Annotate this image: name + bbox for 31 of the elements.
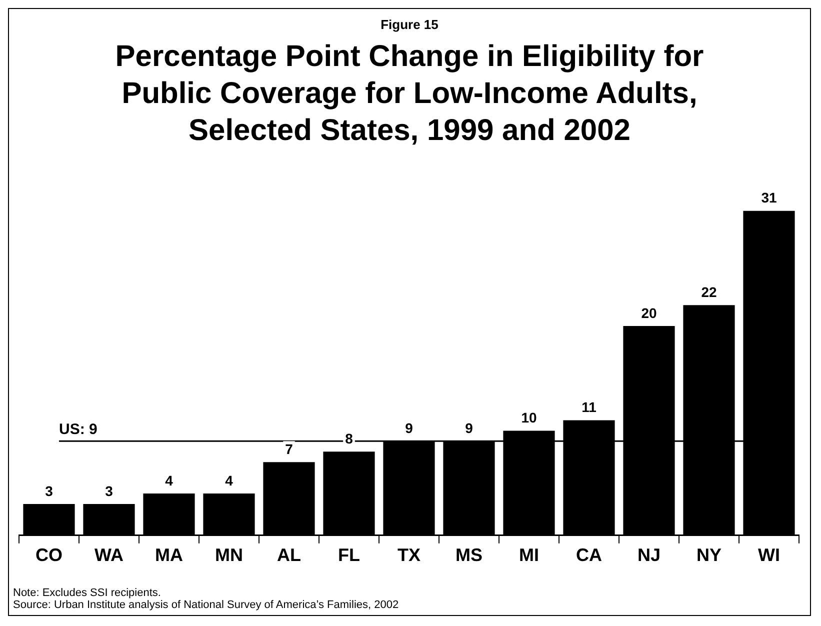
x-tick-label: WI [758,545,780,566]
ref-line-label: US: 9 [59,420,98,438]
x-tick-label: CA [576,545,602,566]
x-tick-label: NJ [637,545,661,566]
chart-subtitle: Figure 15 [380,17,440,32]
x-tick-label: FL [338,545,360,566]
source-note: Source: Urban Institute analysis of National Survey of America’s Families, 2002 [13,599,399,611]
x-tick-label: MA [155,545,183,566]
x-tick-label: CO [36,545,62,566]
data-label: 7 [285,440,294,457]
data-label: 20 [641,304,657,321]
data-label: 3 [105,482,114,499]
data-label: 3 [45,482,54,499]
x-tick-label: TX [397,545,421,566]
data-label: 9 [405,420,414,436]
x-tick-label: AL [277,545,301,566]
data-label: 10 [521,410,537,426]
data-label: 9 [465,420,474,436]
x-tick-label: WA [94,545,124,566]
text: Note: Excludes SSI recipients. [13,587,162,599]
data-label: 4 [165,472,174,488]
x-tick-label: MS [456,545,482,566]
data-label: 11 [582,399,597,416]
data-label: 8 [345,430,354,447]
x-tick-label: NY [696,545,722,566]
x-tick-label: MI [519,545,539,566]
data-label: 31 [761,190,777,206]
chart-title: Percentage Point Change in Eligibility for Public Coverage for Low-Income Adults, Selected States, 1999 and 2002 [114,39,705,149]
data-label: 22 [701,284,717,300]
data-label: 4 [225,472,234,488]
x-tick-label: MN [215,545,243,566]
